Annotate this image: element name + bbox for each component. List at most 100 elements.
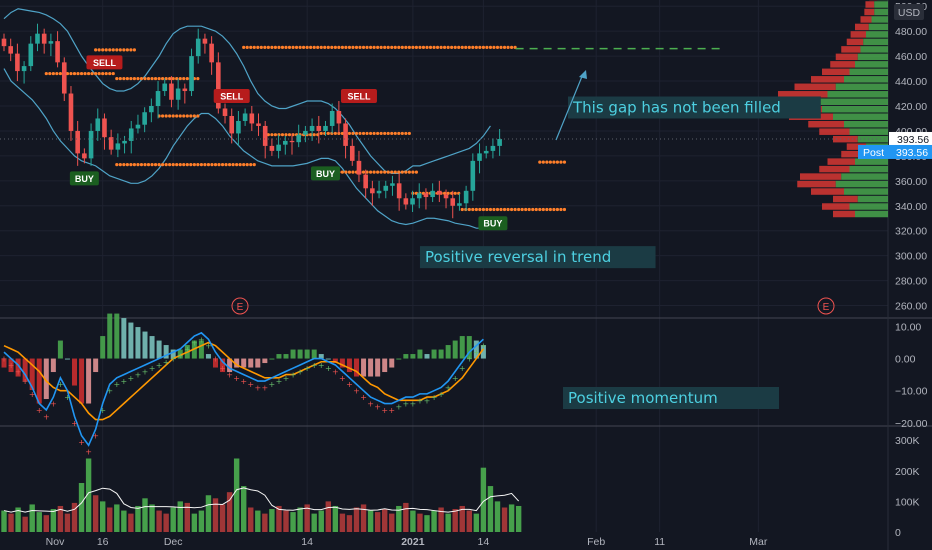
profile-bar-up — [844, 76, 888, 83]
macd-pane: +++++++++++++++++ + + + + + + + + +++ +++++ + + + + + + +… — [1, 313, 779, 457]
stop-dot — [87, 71, 91, 76]
profile-bar-up — [816, 98, 888, 105]
volume-bar — [501, 507, 508, 532]
macd-histogram-bar — [29, 358, 35, 391]
volume-bar — [515, 505, 522, 532]
stop-dot — [340, 131, 344, 136]
macd-cross-marker: + — [205, 342, 212, 351]
profile-bar-up — [849, 165, 888, 173]
profile-bar-down — [833, 195, 858, 203]
signal-badge — [310, 166, 340, 181]
profile-bar-up — [874, 8, 888, 16]
stop-dot — [559, 207, 563, 212]
stop-dot — [485, 207, 489, 212]
volume-bar — [403, 502, 409, 532]
candle-body — [410, 198, 415, 205]
candle-body — [48, 41, 54, 44]
stop-dot — [365, 131, 369, 136]
stop-dot — [101, 48, 105, 52]
stop-dot — [400, 170, 404, 174]
stop-dot — [351, 45, 355, 49]
stop-dot — [432, 45, 436, 49]
profile-bar-down — [841, 150, 864, 158]
stop-dot — [132, 76, 136, 81]
profile-bar-down — [846, 143, 866, 150]
stop-dot — [125, 76, 129, 81]
stop-dot — [495, 207, 500, 212]
stop-dot — [108, 71, 112, 76]
stop-dot — [252, 45, 256, 49]
stop-dot — [369, 131, 373, 136]
profile-bar-up — [835, 180, 888, 188]
stop-dot — [164, 163, 168, 167]
stop-dot — [118, 48, 122, 52]
stop-dot — [517, 207, 521, 212]
stop-dot — [393, 131, 397, 136]
volume-bar — [255, 510, 261, 532]
candle-body — [356, 160, 362, 175]
stop-dot — [150, 163, 154, 167]
stop-dot — [185, 114, 189, 118]
stop-dot — [390, 170, 394, 174]
macd-cross-marker: + — [395, 403, 402, 412]
currency-badge — [894, 4, 924, 20]
macd-cross-marker: + — [269, 380, 276, 389]
macd-cross-marker: + — [184, 345, 191, 354]
macd-cross-marker: + — [283, 374, 290, 383]
profile-bar-up — [827, 91, 888, 98]
macd-cross-marker: + — [163, 358, 170, 367]
stop-dot — [178, 76, 182, 81]
profile-bar-down — [841, 46, 861, 53]
time-tick-label: Nov — [46, 536, 65, 548]
post-label: Post — [863, 147, 884, 159]
stop-dot — [488, 207, 493, 212]
macd-histogram-bar — [255, 358, 261, 368]
profile-bar-down — [827, 158, 855, 165]
stop-dot — [122, 76, 126, 81]
post-price-badge — [858, 144, 932, 159]
volume-bar — [487, 486, 494, 532]
candle-body — [497, 138, 502, 146]
macd-histogram-bar — [227, 358, 233, 373]
stop-dot — [217, 163, 221, 167]
stop-dot — [428, 45, 433, 49]
macd-cross-marker: + — [99, 406, 106, 415]
volume-bar — [219, 504, 226, 532]
stop-dot — [397, 170, 401, 174]
stop-dot — [44, 71, 48, 76]
stop-dot — [411, 170, 415, 174]
stop-dot — [277, 45, 281, 49]
stop-dot — [228, 163, 232, 167]
macd-histogram-bar — [304, 349, 310, 359]
last-price-label: 393.56 — [897, 134, 929, 146]
stop-dot — [333, 131, 337, 136]
volume-bar — [445, 513, 451, 532]
price-tick-label: 280.00 — [895, 276, 927, 288]
volume-bar — [353, 507, 360, 532]
macd-cross-marker: + — [233, 374, 240, 383]
arrow-line — [555, 73, 584, 141]
stop-dot — [453, 191, 457, 195]
stop-dot — [393, 45, 397, 49]
candle-body — [216, 62, 221, 109]
macd-cross-marker: + — [15, 367, 22, 376]
candle-body — [162, 83, 168, 92]
macd-cross-marker: + — [57, 380, 64, 389]
profile-bar-down — [800, 173, 842, 180]
macd-histogram-bar — [1, 358, 7, 368]
profile-bar-down — [855, 23, 869, 31]
macd-cross-marker: + — [445, 383, 452, 392]
volume-bar — [226, 492, 233, 532]
macd-cross-marker: + — [388, 406, 395, 415]
stop-dot — [196, 163, 200, 167]
stop-dot — [552, 207, 556, 212]
profile-bar-up — [855, 61, 888, 68]
bollinger-lower — [3, 68, 491, 229]
stop-dot — [182, 114, 186, 118]
stop-dot — [139, 163, 144, 167]
stop-dot — [548, 207, 552, 212]
volume-tick-label: 200K — [895, 466, 920, 478]
volume-bar — [283, 510, 289, 532]
time-tick-label: Feb — [587, 536, 605, 548]
